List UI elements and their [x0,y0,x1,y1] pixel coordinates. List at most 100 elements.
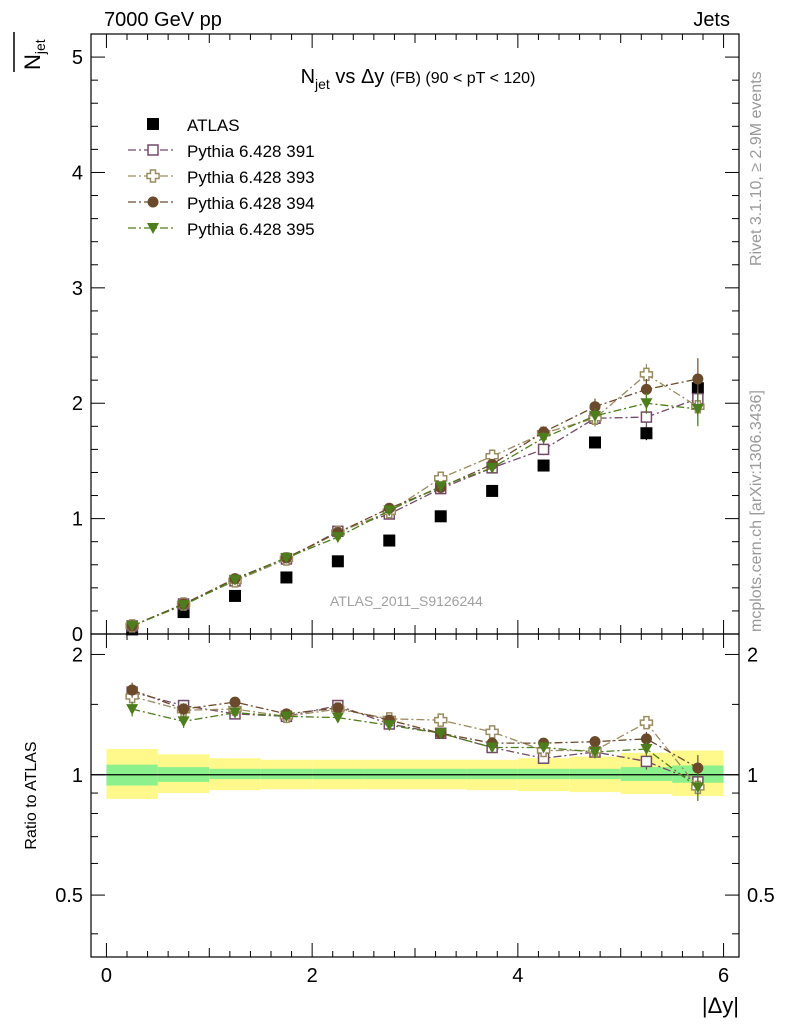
legend-entry: Pythia 6.428 394 [187,194,315,213]
main-pythia-6-428-395-point [280,552,293,564]
y-tick-label: 4 [72,162,83,184]
main-atlas-point [280,571,293,584]
data-series [125,358,705,801]
main-pythia-6-428-395-point [640,398,653,410]
legend-marker [147,223,159,234]
stat-uncertainty-band [569,768,621,780]
ratio-y-tick-label: 2 [72,644,83,666]
main-atlas-point [486,484,499,497]
ratio-pythia-6-428-393-point [639,715,654,730]
main-pythia-6-428-395-point [434,481,447,493]
main-pythia-6-428-395-point [537,432,550,444]
ratio-pythia-6-428-391-point [640,755,653,768]
ratio-pythia-6-428-395-point [126,704,139,716]
ratio-pythia-6-428-395-point [434,728,447,740]
stat-uncertainty-band [260,768,313,780]
ratio-pythia-6-428-395-point [691,782,704,794]
ratio-pythia-6-428-395-point [537,742,550,754]
stat-uncertainty-band [466,768,518,780]
main-pythia-6-428-393-line [131,373,699,627]
ratio-y-tick-label-right: 0.5 [747,885,775,907]
x-tick-label: 0 [101,965,112,987]
main-pythia-6-428-395-point [589,410,601,422]
main-pythia-6-428-395-line [131,402,698,627]
ratio-y-axis-label: Ratio to ATLAS [23,741,40,849]
y-tick-label: 0 [72,624,83,646]
axes [90,33,740,958]
ratio-pythia-6-428-393-line [131,695,699,788]
main-atlas-point [331,555,344,568]
x-tick-label: 4 [512,965,523,987]
main-pythia-6-428-394-point [640,383,652,395]
ratio-pythia-6-428-394-point [332,702,344,714]
main-atlas-point [640,427,653,440]
main-pythia-6-428-395-point [486,462,499,474]
main-atlas-point [589,436,601,449]
main-atlas-point [434,510,447,523]
main-pythia-6-428-395-point [177,600,190,612]
ratio-panel-frame [90,633,740,958]
legend-entry: Pythia 6.428 395 [187,220,315,239]
main-atlas-point [537,459,550,472]
category-label: Jets [693,9,730,31]
stat-uncertainty-band [363,768,415,780]
ratio-pythia-6-428-394-point [229,696,241,708]
ratio-pythia-6-428-395-line [131,708,699,788]
stat-uncertainty-band [517,768,570,780]
ratio-pythia-6-428-395-point [589,747,601,759]
main-pythia-6-428-395-point [331,532,344,544]
ratio-pythia-6-428-395-point [383,720,396,732]
legend-entry: Pythia 6.428 393 [187,168,315,187]
energy-label: 7000 GeV pp [104,9,222,31]
rivet-version-label: Rivet 3.1.10, ≥ 2.9M events [748,71,765,266]
ratio-pythia-6-428-394-point [589,736,601,748]
ratio-pythia-6-428-395-point [486,742,499,754]
ratio-pythia-6-428-395-point [280,711,293,723]
ratio-pythia-6-428-395-point [229,707,241,719]
y-axis-label: Njet [20,39,48,70]
stat-uncertainty-band [209,768,261,780]
ratio-pythia-6-428-394-point [692,762,704,774]
ratio-y-tick-label: 1 [72,765,83,787]
stat-uncertainty-band [312,768,364,780]
ratio-pythia-6-428-393-point [485,725,499,739]
main-atlas-point [229,589,241,602]
main-pythia-6-428-395-point [691,404,704,415]
main-pythia-6-428-395-point [126,620,139,632]
legend-entry: ATLAS [187,116,240,135]
chart-title: Njet vs Δy (FB) (90 < pT < 120) [301,66,536,92]
main-pythia-6-428-391-point [537,443,550,456]
main-pythia-6-428-394-point [692,373,704,385]
x-axis-label: |Δy| [702,993,739,1018]
ratio-y-tick-label-right: 2 [747,644,758,666]
legend-marker [146,169,160,183]
ratio-pythia-6-428-393-point [433,713,448,727]
legend-marker [147,144,159,156]
main-pythia-6-428-395-point [229,574,241,586]
ratio-pythia-6-428-394-point [640,733,652,745]
mcplots-label: mcplots.cern.ch [arXiv:1306.3436] [748,390,765,632]
ratio-pythia-6-428-394-point [126,684,138,696]
ratio-pythia-6-428-395-point [331,712,344,724]
main-atlas-point [383,534,396,547]
ratio-pythia-6-428-394-point [178,703,190,715]
y-tick-label: 3 [72,278,83,300]
ratio-pythia-6-428-391-line [131,691,699,783]
main-pythia-6-428-394-point [589,401,601,413]
legend-entry: Pythia 6.428 391 [187,142,315,161]
ratio-pythia-6-428-395-point [177,716,190,728]
x-tick-label: 2 [307,965,318,987]
legend: ATLAS Pythia 6.428 391 Pythia 6.428 393 Pyt… [128,116,315,239]
analysis-id-label: ATLAS_2011_S9126244 [330,593,483,609]
legend-marker [147,118,159,130]
main-pythia-6-428-393-point [639,367,654,382]
ratio-y-tick-label: 0.5 [55,885,83,907]
stat-uncertainty-band [620,767,673,781]
y-tick-label: 2 [72,393,83,415]
stat-uncertainty-band [415,768,467,780]
x-tick-label: 6 [718,965,729,987]
ratio-pythia-6-428-395-point [640,744,653,756]
y-tick-label: 5 [72,47,83,69]
